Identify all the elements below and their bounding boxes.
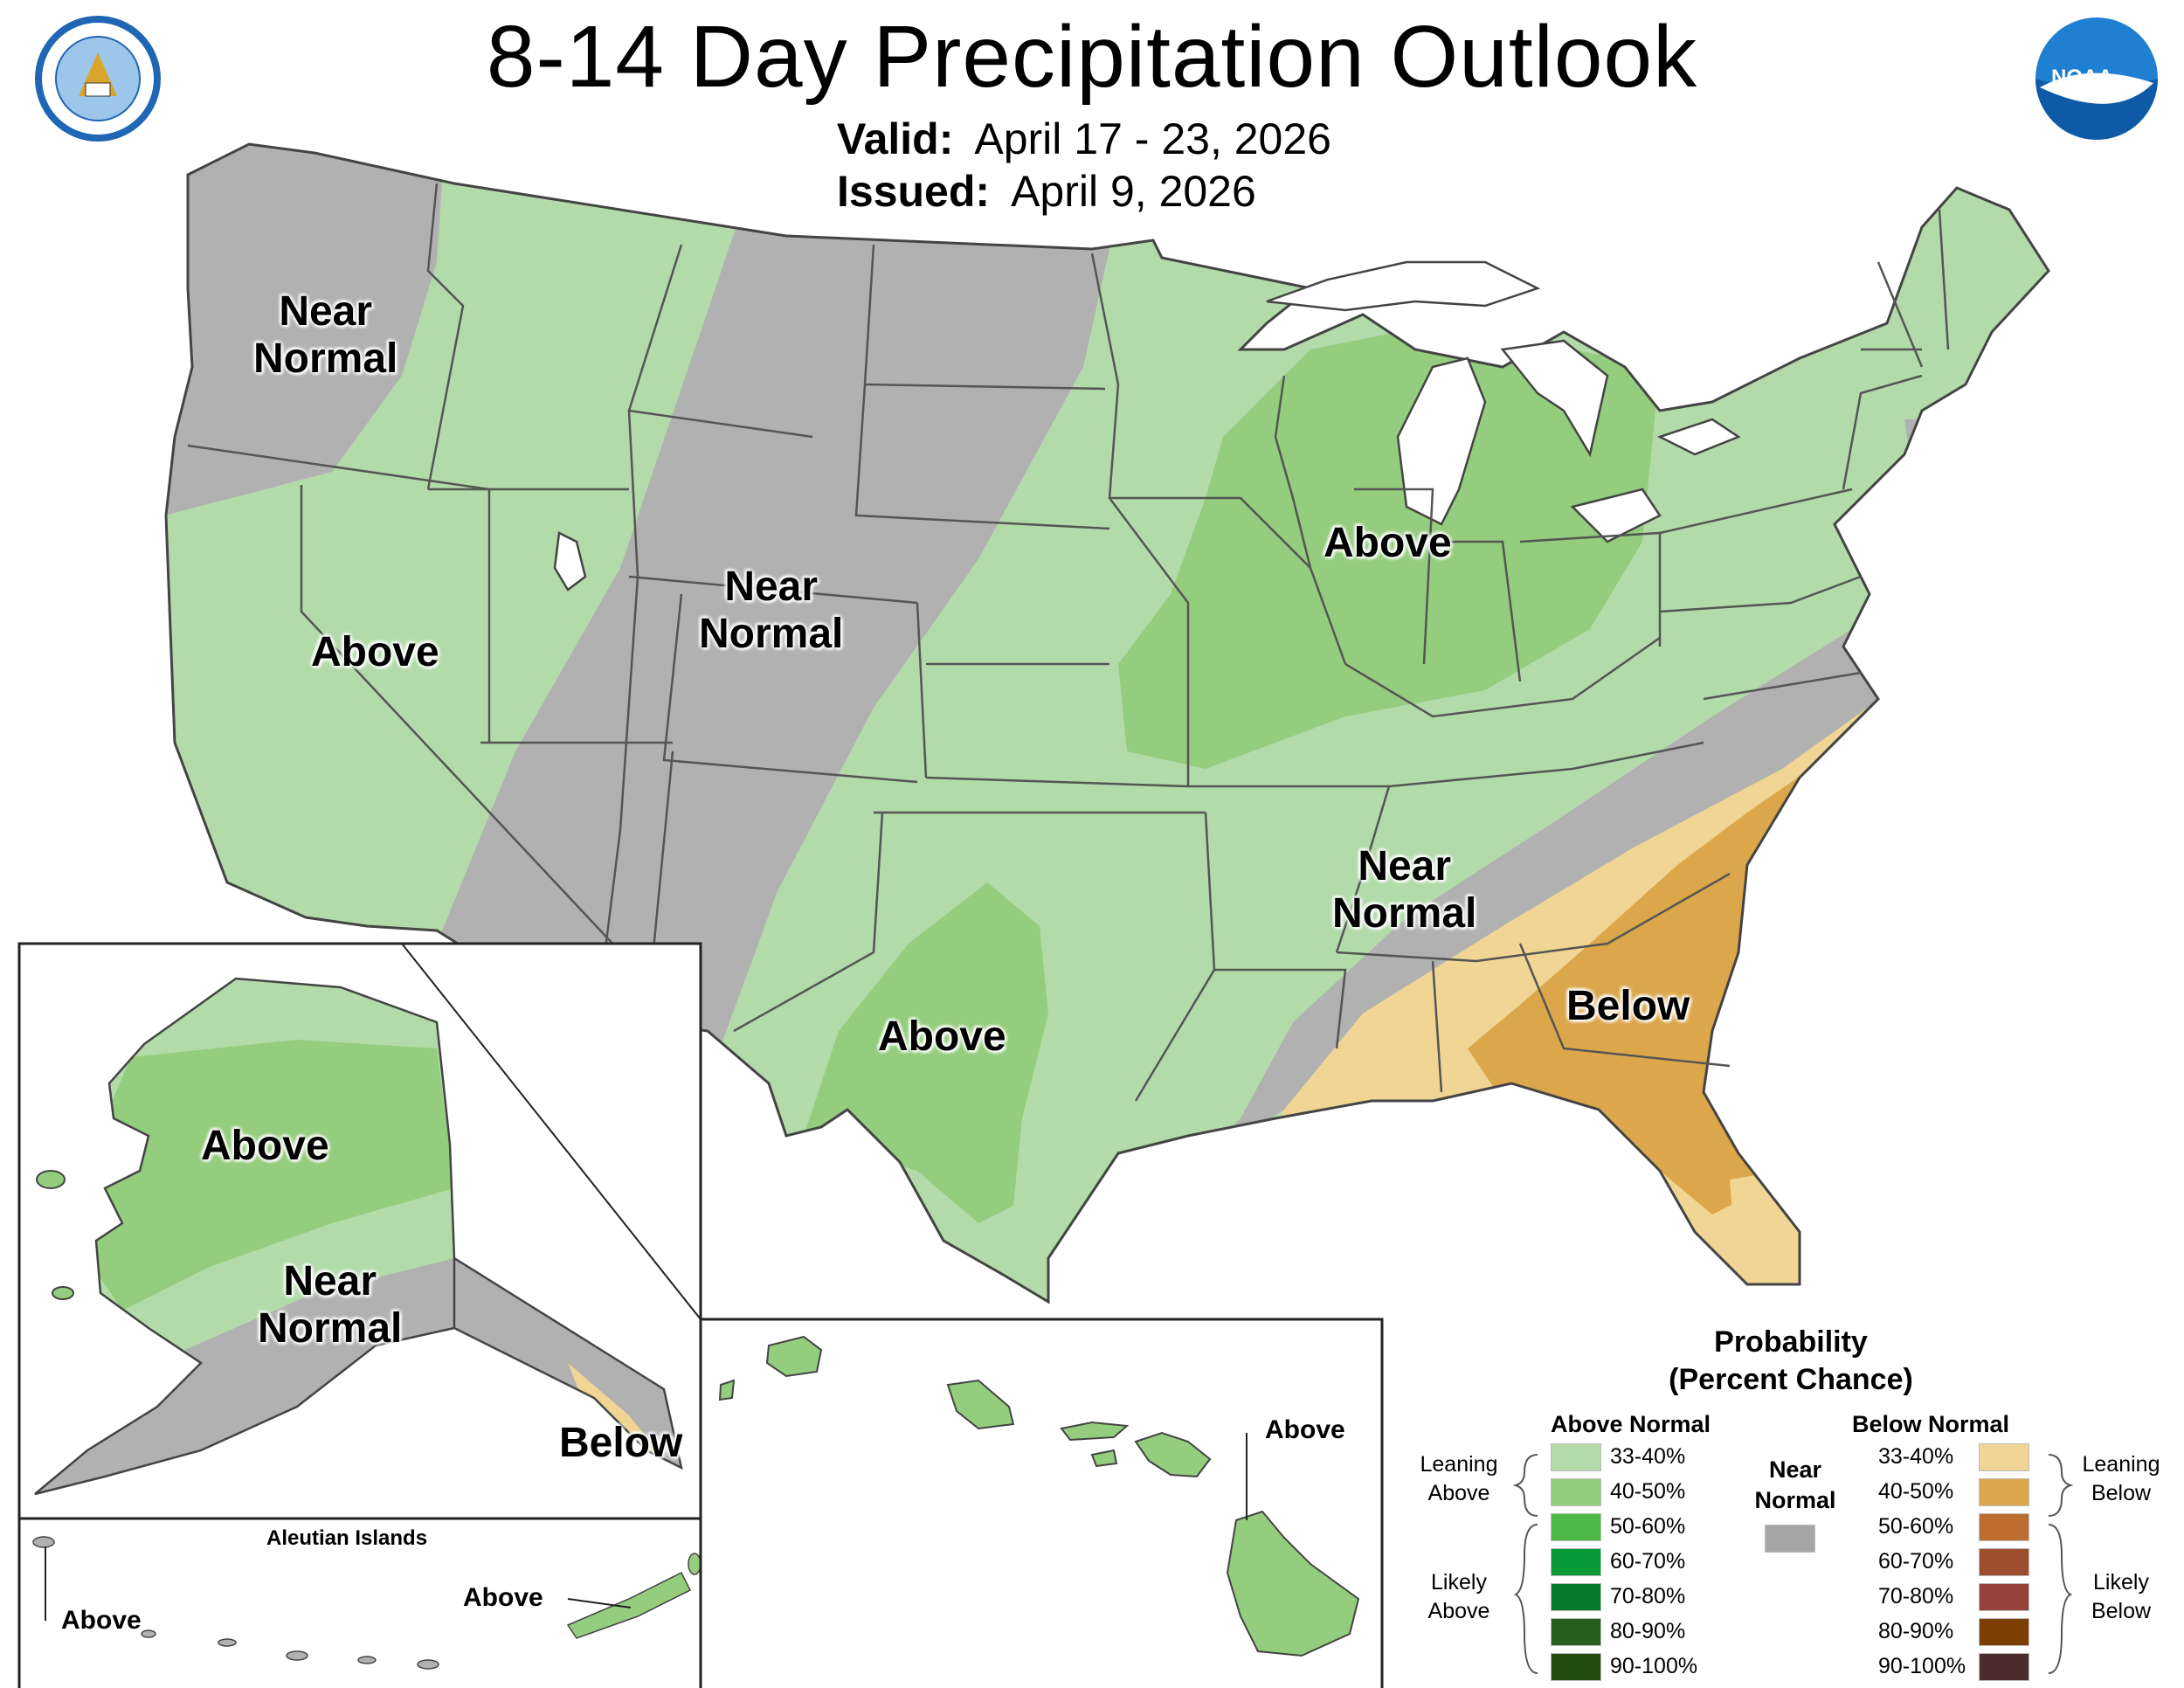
page-title: 8-14 Day Precipitation Outlook [486,8,1698,106]
legend-below-label: 80-90% [1878,1619,1954,1643]
valid-date-line: Valid: April 17 - 23, 2026 [837,114,1331,164]
label-texas: Above [878,1013,1006,1060]
label-aleutian-right: Above [463,1583,543,1612]
noaa-logo-icon [2035,17,2158,140]
legend-above-label: 50-60% [1610,1514,1686,1539]
legend-above-swatch [1551,1548,1601,1576]
legend-above-label: 40-50% [1610,1479,1686,1504]
valid-label: Valid: [837,114,954,163]
legend-below-swatch [1979,1478,2029,1506]
label-west: Above [311,629,439,675]
issued-date-line: Issued: April 9, 2026 [837,166,1256,217]
label-alaska-below: Below [559,1420,683,1466]
label-southeast-near: Near Normal [1332,843,1477,937]
legend-below-label: 50-60% [1878,1514,1954,1539]
legend-above-swatch [1551,1478,1601,1506]
label-hawaii: Above [1265,1415,1345,1444]
label-southeast-below: Below [1566,983,1690,1029]
issued-value: April 9, 2026 [1011,167,1256,216]
label-aleutian-title: Aleutian Islands [266,1526,428,1550]
legend-above-label: 90-100% [1610,1654,1698,1678]
legend-below-label: 40-50% [1878,1479,1954,1504]
legend-title: Probability (Percent Chance) [1669,1325,1913,1396]
legend-above-swatch [1551,1443,1601,1471]
label-pacific-nw: Near Normal [253,288,398,382]
label-aleutian-left: Above [61,1606,142,1635]
legend-below-swatch [1979,1548,2029,1576]
legend-above-label: 60-70% [1610,1549,1686,1574]
legend-below-swatch [1979,1618,2029,1646]
legend-above-swatch [1551,1583,1601,1611]
legend-below-label: 60-70% [1878,1549,1954,1574]
legend-leaning-below: Leaning Below [2082,1452,2160,1505]
legend-below-label: 70-80% [1878,1584,1954,1608]
legend-above-header: Above Normal [1551,1411,1711,1437]
legend-above-swatch [1551,1653,1601,1681]
valid-value: April 17 - 23, 2026 [974,114,1331,163]
legend-above-swatch [1551,1618,1601,1646]
legend-leaning-above: Leaning Above [1420,1452,1498,1505]
legend-above-swatch [1551,1513,1601,1541]
legend-below-swatch [1979,1513,2029,1541]
legend-above-label: 33-40% [1610,1444,1686,1469]
legend-above-label: 80-90% [1610,1619,1686,1643]
legend-below-swatch [1979,1583,2029,1611]
legend-below-swatch [1979,1653,2029,1681]
label-midwest: Above [1324,520,1452,566]
legend-below-label: 33-40% [1878,1444,1954,1469]
legend-below-header: Below Normal [1852,1411,2010,1437]
legend-below-label: 90-100% [1878,1654,1966,1678]
noaa-logo-text: NOAA [2051,66,2113,89]
label-rockies: Near Normal [699,564,844,657]
legend-likely-below: Likely Below [2091,1570,2152,1623]
commerce-seal-icon [35,16,161,142]
legend-above-label: 70-80% [1610,1584,1686,1608]
legend-near-swatch [1765,1525,1815,1553]
legend-below-swatch [1979,1443,2029,1471]
issued-label: Issued: [837,167,991,216]
label-alaska-near: Near Normal [258,1258,403,1352]
legend-likely-above: Likely Above [1427,1570,1490,1623]
label-alaska-above: Above [201,1123,329,1169]
legend-near-header: Near Normal [1754,1456,1836,1514]
